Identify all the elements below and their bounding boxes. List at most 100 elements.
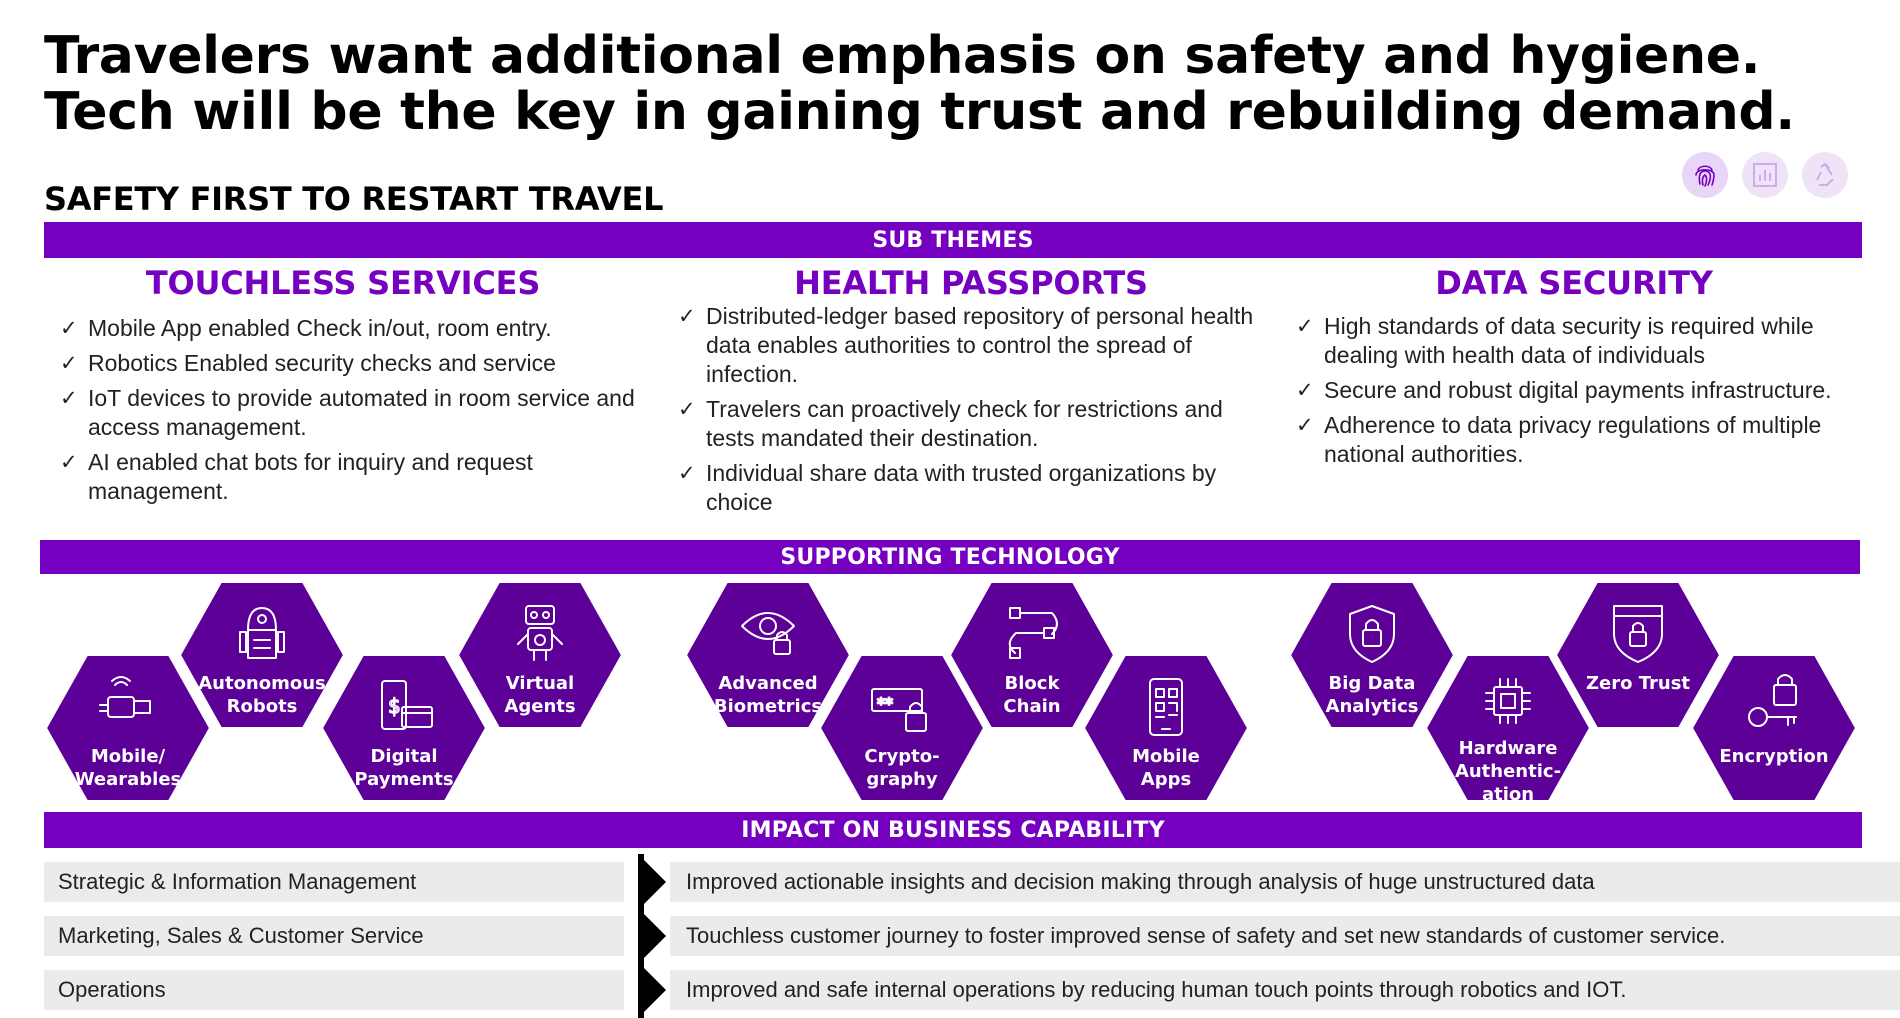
- headline-line-1: Travelers want additional emphasis on sa…: [44, 26, 1761, 86]
- tech-hexagon-label-line: Crypto-: [864, 746, 940, 767]
- recycle-icon: [1802, 152, 1848, 198]
- tech-hexagon-label-line: Encryption: [1719, 746, 1829, 767]
- bar-chart-icon: [1742, 152, 1788, 198]
- headline-line-2: Tech will be the key in gaining trust an…: [44, 82, 1795, 142]
- list-item: ✓ IoT devices to provide automated in roo…: [60, 385, 635, 440]
- tech-hexagon-label-line: ation: [1481, 784, 1535, 805]
- tech-hexagon-label: Big Data Analytics: [1290, 672, 1454, 718]
- checkmark-icon: ✓: [1296, 314, 1314, 338]
- subhead: SAFETY FIRST TO RESTART TRAVEL: [44, 180, 664, 218]
- tech-hexagon-label-line: Block: [1004, 673, 1060, 694]
- eye-lock-icon: [741, 612, 795, 655]
- tech-hexagon-label-line: Autonomous: [198, 673, 326, 694]
- supporting-technology-bar: SUPPORTING TECHNOLOGY: [40, 540, 1860, 574]
- checkmark-icon: ✓: [60, 316, 78, 340]
- zero-trust-shield-icon: [1613, 605, 1663, 663]
- tech-hexagon: Virtual Agents: [456, 581, 624, 729]
- chip-icon: [1485, 678, 1531, 724]
- checkmark-icon: ✓: [60, 351, 78, 375]
- mobile-qr-icon: [1149, 678, 1183, 736]
- tech-hexagon-label-line: Mobile/: [90, 746, 166, 767]
- tech-hexagon-label-line: Authentic-: [1454, 761, 1562, 782]
- impact-cell: Improved and safe internal operations by…: [670, 970, 1900, 1010]
- tech-hexagon-label-line: Wearables: [74, 769, 182, 790]
- arrow-right-icon: [638, 962, 666, 1018]
- list-item: ✓ Distributed-ledger based repository of …: [678, 303, 1254, 387]
- tech-hexagon-label-line: Big Data: [1328, 673, 1416, 694]
- tech-hexagon-label: Mobile Apps: [1084, 745, 1248, 791]
- tech-hexagon-label-line: Robots: [226, 696, 298, 717]
- tech-hexagon-label-line: Analytics: [1325, 696, 1419, 717]
- arrow-right-icon: [638, 908, 666, 964]
- theme-touchless-services: TOUCHLESS SERVICES ✓ Mobile App enabled C…: [58, 264, 648, 512]
- tech-hexagon-label-line: Virtual: [505, 673, 575, 694]
- theme-title: DATA SECURITY: [1435, 264, 1713, 302]
- tech-hexagon: Mobile Apps: [1082, 654, 1250, 802]
- tech-hexagon: $ Digital Payments: [320, 654, 488, 802]
- theme-data-security: DATA SECURITY ✓ High standards of data se…: [1294, 264, 1854, 475]
- impact-bar: IMPACT ON BUSINESS CAPABILITY: [44, 812, 1862, 848]
- blockchain-icon: [1008, 607, 1058, 659]
- list-item: ✓ Robotics Enabled security checks and se…: [60, 350, 556, 376]
- tech-hexagon-label: Digital Payments: [322, 745, 486, 791]
- tech-hexagon-label: Autonomous Robots: [180, 672, 344, 718]
- theme-list: ✓ High standards of data security is requ…: [1294, 312, 1854, 469]
- tech-hexagon-label-line: Advanced: [718, 673, 818, 694]
- password-lock-icon: **: [871, 688, 927, 732]
- checkmark-icon: ✓: [678, 461, 696, 485]
- impact-cell: Improved actionable insights and decisio…: [670, 862, 1900, 902]
- tech-hexagon: Mobile/Wearables: [44, 654, 212, 802]
- list-item: ✓ Secure and robust digital payments infr…: [1296, 377, 1832, 403]
- list-item: ✓ Adherence to data privacy regulations o…: [1296, 412, 1822, 467]
- checkmark-icon: ✓: [678, 304, 696, 328]
- shield-lock-icon: [1349, 605, 1395, 663]
- list-item: ✓ AI enabled chat bots for inquiry and re…: [60, 449, 533, 504]
- list-item: ✓ Mobile App enabled Check in/out, room e…: [60, 315, 552, 341]
- tech-hexagon-label-line: Digital: [370, 746, 438, 767]
- tech-hexagon-label: Virtual Agents: [458, 672, 622, 718]
- list-item: ✓ High standards of data security is requ…: [1296, 313, 1814, 368]
- tech-hexagon-label: Zero Trust: [1556, 672, 1720, 695]
- sub-themes-bar: SUB THEMES: [44, 222, 1862, 258]
- tech-hexagon: Encryption: [1690, 654, 1858, 802]
- robot-icon: [239, 607, 285, 659]
- tech-hexagon: Big Data Analytics: [1288, 581, 1456, 729]
- capability-cell: Marketing, Sales & Customer Service: [44, 916, 624, 956]
- tech-hexagon-label-line: Hardware: [1458, 738, 1558, 759]
- checkmark-icon: ✓: [1296, 378, 1314, 402]
- theme-list: ✓ Mobile App enabled Check in/out, room e…: [58, 314, 648, 506]
- list-item: ✓ Travelers can proactively check for res…: [678, 396, 1223, 451]
- checkmark-icon: ✓: [1296, 413, 1314, 437]
- theme-health-passports: HEALTH PASSPORTS ✓ Distributed-ledger bas…: [676, 264, 1266, 523]
- tech-hexagon-label-line: Biometrics: [713, 696, 823, 717]
- impact-cell: Touchless customer journey to foster imp…: [670, 916, 1900, 956]
- tech-hexagon-label-line: Zero Trust: [1585, 673, 1691, 694]
- theme-title: HEALTH PASSPORTS: [794, 264, 1148, 302]
- tech-hexagon-label: Hardware Authentic-ation: [1426, 737, 1590, 806]
- tech-hexagon-label-line: graphy: [866, 769, 938, 790]
- tech-hexagon: Zero Trust: [1554, 581, 1722, 729]
- theme-list: ✓ Distributed-ledger based repository of …: [676, 302, 1266, 517]
- key-lock-icon: [1748, 674, 1797, 727]
- tech-hexagon: ** Crypto-graphy: [818, 654, 986, 802]
- tech-hexagon-label: Crypto-graphy: [820, 745, 984, 791]
- tech-hexagon-label-line: Chain: [1003, 696, 1061, 717]
- headline: Travelers want additional emphasis on sa…: [44, 28, 1795, 140]
- phone-payment-icon: $: [381, 680, 433, 730]
- capability-cell: Strategic & Information Management: [44, 862, 624, 902]
- tech-hexagon-label: Block Chain: [950, 672, 1114, 718]
- tech-hexagon-label: Advanced Biometrics: [686, 672, 850, 718]
- svg-text:$: $: [388, 694, 401, 718]
- checkmark-icon: ✓: [678, 397, 696, 421]
- bot-icon: [517, 605, 563, 661]
- tech-hexagon: Hardware Authentic-ation: [1424, 654, 1592, 805]
- list-item: ✓ Individual share data with trusted orga…: [678, 460, 1217, 515]
- tech-hexagon: Autonomous Robots: [178, 581, 346, 729]
- tech-hexagon-label-line: Mobile: [1132, 746, 1200, 767]
- smartwatch-icon: [99, 676, 151, 718]
- tech-hexagon-label-line: Apps: [1140, 769, 1192, 790]
- arrow-right-icon: [638, 854, 666, 910]
- tech-hexagon-label: Mobile/Wearables: [46, 745, 210, 791]
- tech-hexagon: Block Chain: [948, 581, 1116, 729]
- tech-hexagon-label: Encryption: [1692, 745, 1856, 768]
